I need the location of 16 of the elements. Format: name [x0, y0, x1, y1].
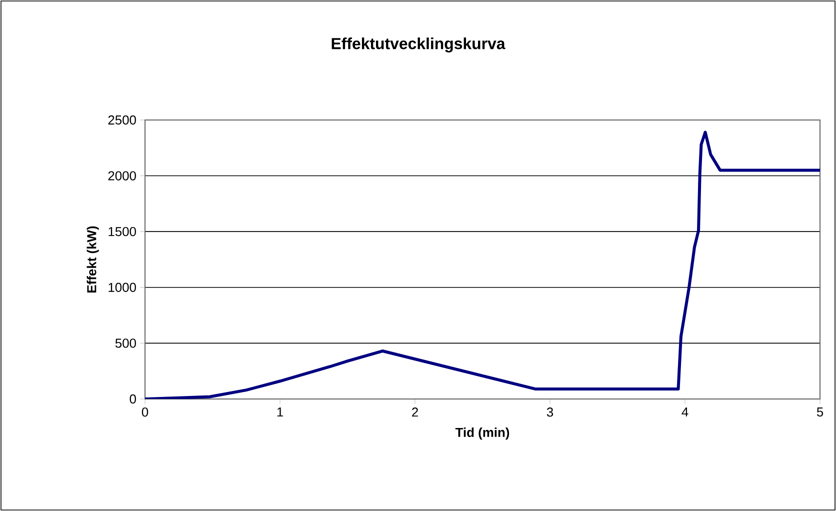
x-tick-label: 2: [412, 408, 418, 417]
line-series: [145, 130, 820, 399]
chart-title: Effektutvecklingskurva: [332, 38, 506, 52]
x-tick-label: 0: [142, 408, 148, 417]
x-tick-label: 1: [277, 408, 283, 416]
y-tick-label: 0: [130, 394, 136, 404]
x-axis-title: Tid (min): [455, 428, 510, 440]
x-tick-label: 3: [546, 408, 554, 417]
y-tick-label: 500: [115, 338, 136, 348]
x-tick-label: 5: [816, 408, 824, 417]
y-tick-label: 2500: [108, 115, 136, 125]
x-tick-label: 4: [682, 408, 688, 416]
y-tick-label: 1000: [108, 282, 136, 292]
y-tick-label: 1500: [108, 226, 136, 236]
y-axis-title: Effekt (kW): [86, 226, 99, 292]
y-tick-label: 2000: [108, 171, 136, 180]
